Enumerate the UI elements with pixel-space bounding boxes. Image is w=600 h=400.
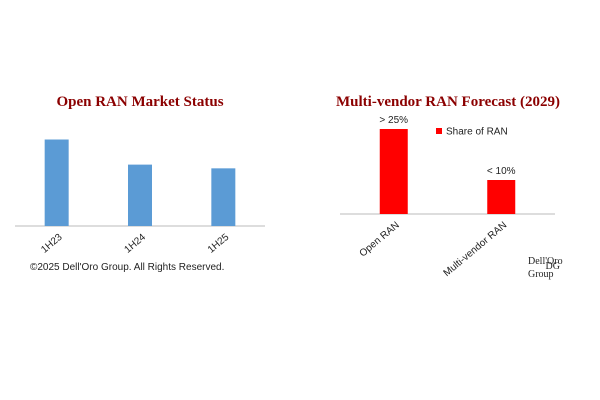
legend-label: Share of RAN [446, 127, 508, 138]
logo-mark: DG [546, 261, 560, 272]
bar [379, 129, 408, 214]
value-label: < 10% [487, 166, 516, 177]
bar [128, 164, 152, 226]
bar [211, 168, 236, 226]
value-label: > 25% [379, 115, 408, 126]
bar [44, 139, 69, 226]
bar [487, 180, 516, 214]
chart-title: Multi-vendor RAN Forecast (2029) [336, 94, 560, 110]
chart-title: Open RAN Market Status [56, 94, 223, 110]
logo-group: Group [528, 269, 554, 280]
logo-name: Dell'Oro [528, 256, 563, 267]
legend-swatch [436, 128, 442, 134]
copyright: ©2025 Dell'Oro Group. All Rights Reserve… [30, 262, 224, 273]
